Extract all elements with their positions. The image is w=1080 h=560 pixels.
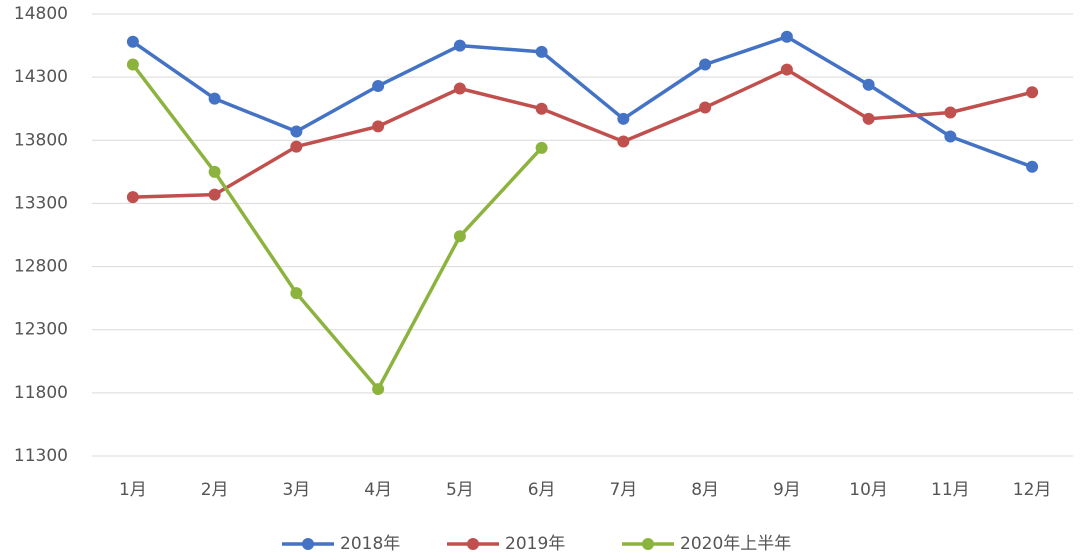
point bbox=[617, 112, 630, 125]
legend-marker bbox=[642, 538, 654, 550]
x-tick-label: 4月 bbox=[364, 480, 392, 500]
point bbox=[617, 135, 630, 148]
y-tick-label: 14800 bbox=[14, 4, 68, 24]
point bbox=[699, 101, 712, 114]
x-tick-label: 8月 bbox=[691, 480, 719, 500]
point bbox=[126, 191, 139, 204]
legend-label: 2020年上半年 bbox=[680, 534, 791, 554]
point bbox=[780, 63, 793, 76]
point bbox=[862, 78, 875, 91]
series-line bbox=[131, 63, 543, 391]
x-tick-label: 3月 bbox=[282, 480, 310, 500]
point bbox=[453, 230, 466, 243]
point bbox=[208, 92, 221, 105]
legend-label: 2018年 bbox=[340, 534, 400, 554]
point bbox=[290, 125, 303, 138]
legend-label: 2019年 bbox=[505, 534, 565, 554]
legend-marker bbox=[302, 538, 314, 550]
x-tick-label: 2月 bbox=[201, 480, 229, 500]
point bbox=[372, 79, 385, 92]
x-tick-label: 7月 bbox=[609, 480, 637, 500]
point bbox=[208, 188, 221, 201]
legend-marker bbox=[467, 538, 479, 550]
x-tick-label: 10月 bbox=[849, 480, 888, 500]
point bbox=[372, 383, 385, 396]
point bbox=[208, 165, 221, 178]
point bbox=[126, 35, 139, 48]
y-tick-label: 13300 bbox=[14, 193, 68, 213]
point bbox=[1026, 160, 1039, 173]
y-tick-label: 12800 bbox=[14, 257, 68, 277]
series-line bbox=[132, 67, 1033, 199]
y-tick-label: 12300 bbox=[14, 320, 68, 340]
point bbox=[126, 58, 139, 71]
y-tick-label: 11300 bbox=[14, 446, 68, 466]
point bbox=[862, 112, 875, 125]
x-tick-label: 5月 bbox=[446, 480, 474, 500]
x-tick-label: 12月 bbox=[1013, 480, 1052, 500]
point bbox=[535, 141, 548, 154]
y-tick-label: 11800 bbox=[14, 383, 68, 403]
x-tick-label: 1月 bbox=[119, 480, 147, 500]
point bbox=[944, 106, 957, 119]
point bbox=[780, 30, 793, 43]
x-tick-label: 9月 bbox=[773, 480, 801, 500]
point bbox=[372, 120, 385, 133]
point bbox=[535, 45, 548, 58]
point bbox=[290, 140, 303, 153]
point bbox=[290, 287, 303, 300]
point bbox=[1026, 86, 1039, 99]
point bbox=[453, 82, 466, 95]
x-tick-label: 11月 bbox=[931, 480, 970, 500]
point bbox=[535, 102, 548, 115]
x-tick-label: 6月 bbox=[528, 480, 556, 500]
point bbox=[453, 39, 466, 52]
y-tick-label: 13800 bbox=[14, 130, 68, 150]
y-tick-label: 14300 bbox=[14, 67, 68, 87]
series-line bbox=[131, 34, 1033, 169]
point bbox=[944, 130, 957, 143]
point bbox=[699, 58, 712, 71]
